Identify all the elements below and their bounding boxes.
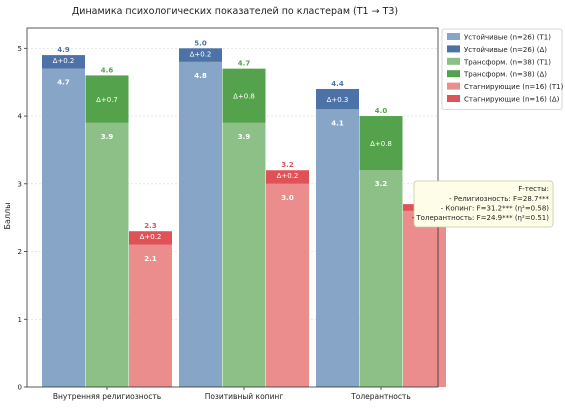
bar-delta-label: Δ+0.2 — [277, 172, 299, 180]
y-tick-label: 3 — [18, 180, 22, 188]
bar-delta-label: Δ+0.2 — [140, 233, 162, 241]
legend-swatch — [447, 57, 460, 65]
legend-entry: Стагнирующие (n=16) (T1) — [464, 83, 564, 91]
bar-t1 — [316, 109, 359, 387]
x-tick-label: Позитивный копинг — [205, 392, 284, 401]
bar-delta — [359, 116, 403, 171]
y-tick-label: 4 — [18, 113, 23, 121]
annotation-title: F-тесты: — [518, 185, 549, 193]
bar-delta — [316, 88, 359, 110]
legend-entry: Устойчивые (n=26) (Δ) — [464, 46, 547, 54]
bar-t1-label: 3.9 — [238, 133, 251, 141]
bar-t1 — [129, 244, 172, 387]
y-tick-label: 5 — [18, 45, 22, 53]
y-tick-label: 2 — [18, 248, 22, 256]
legend-swatch — [447, 70, 460, 78]
bar-delta-label: Δ+0.2 — [190, 50, 212, 58]
bar-delta — [85, 75, 129, 123]
annotation-line: - Копинг: F=31.2*** (η²=0.58) — [441, 205, 550, 213]
bar-t3-label: 4.4 — [331, 80, 344, 88]
legend-swatch — [447, 95, 460, 102]
x-tick-label: Внутренняя религиозность — [53, 392, 161, 401]
bar-delta-label: Δ+0.3 — [327, 96, 349, 104]
bar-t3-label: 4.0 — [375, 107, 388, 115]
annotation-line: - Толерантность: F=24.9*** (η²=0.51) — [412, 214, 550, 222]
bar-delta-label: Δ+0.7 — [96, 96, 118, 104]
bar-t3-label: 4.7 — [238, 60, 251, 68]
legend-entry: Устойчивые (n=26) (T1) — [464, 34, 551, 42]
bar-t1-label: 4.1 — [331, 119, 344, 127]
bar-t1-label: 4.7 — [57, 79, 70, 87]
bar-t1-label: 2.1 — [144, 255, 157, 263]
bar-delta — [129, 231, 172, 245]
bar-t1 — [179, 61, 222, 388]
y-tick-label: 0 — [18, 384, 22, 392]
bar-t3-label: 4.9 — [57, 46, 70, 54]
y-tick-label: 1 — [18, 316, 22, 324]
bar-t3-label: 2.3 — [144, 222, 157, 230]
bar-t1-label: 4.8 — [194, 72, 207, 80]
annotation-box — [413, 180, 554, 228]
bar-delta-label: Δ+0.2 — [53, 57, 75, 65]
bar-t1-label: 3.9 — [101, 133, 114, 141]
f-test-annotation: F-тесты: - Религиозность: F=28.7*** - Копи… — [412, 180, 554, 228]
bar-delta-label: Δ+0.8 — [370, 140, 392, 148]
axis-layer: 0 1 2 3 4 5 Внутренняя религиозность Позитивный… — [18, 27, 439, 401]
legend-swatch — [447, 82, 460, 90]
bar-t1 — [359, 170, 403, 387]
bar-t3-label: 4.6 — [101, 66, 114, 74]
chart-title: Динамика психологических показателей по … — [72, 6, 398, 17]
bar-delta — [179, 48, 222, 62]
legend-entry: Трансформ. (n=38) (Δ) — [463, 71, 547, 79]
bar-delta — [266, 170, 309, 184]
bar-t1-label: 3.0 — [281, 194, 294, 202]
y-axis-title: Баллы — [3, 203, 12, 230]
legend-swatch — [447, 33, 460, 40]
bar-t1 — [42, 68, 85, 387]
bar-t1 — [403, 210, 446, 387]
bars-layer: 4.7 Δ+0.2 4.9 3.9 Δ+0.7 4.6 2.1 Δ+0.2 2.3 4.8 Δ+0.… — [42, 39, 446, 388]
bar-delta — [222, 68, 266, 123]
bar-t1-label: 3.2 — [375, 180, 388, 188]
legend-entry: Трансформ. (n=38) (T1) — [463, 58, 551, 66]
annotation-line: - Религиозность: F=28.7*** — [449, 195, 550, 203]
bar-delta — [42, 55, 85, 69]
legend-entry: Стагнирующие (n=16) (Δ) — [464, 96, 560, 104]
legend-box — [441, 28, 563, 110]
legend: Устойчивые (n=26) (T1) Устойчивые (n=26) … — [441, 28, 564, 110]
legend-swatch — [447, 45, 460, 53]
bar-t1 — [222, 122, 266, 387]
bar-t1 — [266, 183, 309, 387]
bar-t3-label: 3.2 — [281, 161, 294, 169]
bar-t3-label: 5.0 — [194, 39, 207, 47]
x-tick-label: Толерантность — [350, 392, 411, 401]
bar-delta-label: Δ+0.8 — [233, 93, 255, 101]
bar-t1 — [85, 122, 129, 387]
